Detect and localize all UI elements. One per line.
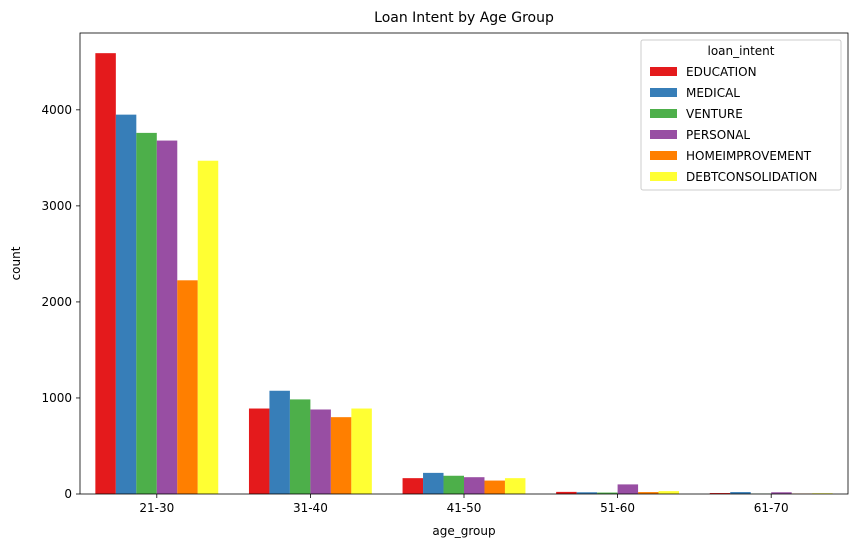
- legend-label-debtconsolidation: DEBTCONSOLIDATION: [686, 170, 817, 184]
- bar-education-41-50: [402, 478, 424, 494]
- legend-swatch-homeimprovement: [650, 151, 677, 160]
- bar-personal-31-40: [310, 409, 331, 494]
- bar-personal-41-50: [464, 477, 485, 494]
- bar-homeimprovement-41-50: [484, 480, 505, 494]
- bar-homeimprovement-51-60: [638, 492, 659, 494]
- bar-education-21-30: [95, 53, 116, 494]
- bar-personal-51-60: [617, 484, 639, 494]
- x-tick-label: 41-50: [447, 501, 482, 515]
- legend-label-education: EDUCATION: [686, 65, 757, 79]
- bar-venture-31-40: [289, 399, 311, 494]
- legend-box: [640, 39, 842, 191]
- bar-homeimprovement-31-40: [330, 417, 352, 494]
- x-tick-label: 21-30: [139, 501, 174, 515]
- bars-layer: [95, 53, 833, 495]
- legend-swatch-personal: [650, 130, 677, 139]
- bar-debtconsolidation-31-40: [351, 408, 372, 494]
- y-tick-label: 2000: [41, 295, 72, 309]
- bar-debtconsolidation-51-60: [658, 491, 680, 494]
- legend-swatch-debtconsolidation: [650, 172, 677, 181]
- bar-venture-51-60: [597, 492, 618, 494]
- legend-label-medical: MEDICAL: [686, 86, 740, 100]
- bar-personal-21-30: [156, 140, 178, 495]
- bar-homeimprovement-21-30: [177, 280, 198, 494]
- bar-venture-41-50: [443, 475, 464, 494]
- bar-medical-51-60: [576, 492, 598, 494]
- bar-medical-31-40: [269, 390, 290, 494]
- x-tick-label: 31-40: [293, 501, 328, 515]
- y-tick-label: 1000: [41, 391, 72, 405]
- bar-medical-61-70: [730, 492, 751, 494]
- legend-swatch-venture: [650, 109, 677, 118]
- legend-title: loan_intent: [708, 44, 775, 58]
- legend-swatch-medical: [650, 88, 677, 97]
- bar-education-61-70: [709, 493, 731, 494]
- y-ticks: 0 1000 2000 3000 4000: [41, 103, 80, 501]
- y-tick-label: 0: [64, 487, 72, 501]
- legend-swatch-education: [650, 67, 677, 76]
- y-tick-label: 3000: [41, 199, 72, 213]
- legend: loan_intent EDUCATION MEDICAL VENTURE PERSO…: [640, 39, 842, 191]
- bar-debtconsolidation-41-50: [504, 478, 526, 494]
- y-tick-label: 4000: [41, 103, 72, 117]
- bar-medical-41-50: [423, 472, 444, 494]
- legend-label-personal: PERSONAL: [686, 128, 750, 142]
- legend-items: EDUCATION MEDICAL VENTURE PERSONAL HOMEIMPRO…: [650, 65, 817, 184]
- bar-education-31-40: [248, 408, 270, 494]
- chart-title: Loan Intent by Age Group: [374, 10, 554, 26]
- x-tick-label: 61-70: [754, 501, 789, 515]
- legend-label-venture: VENTURE: [686, 107, 743, 121]
- x-axis-label: age_group: [432, 524, 495, 538]
- bar-education-51-60: [556, 491, 577, 494]
- legend-label-homeimprovement: HOMEIMPROVEMENT: [686, 149, 812, 163]
- bar-debtconsolidation-21-30: [197, 160, 219, 494]
- x-tick-label: 51-60: [600, 501, 635, 515]
- bar-medical-21-30: [115, 114, 137, 495]
- bar-personal-61-70: [771, 492, 792, 494]
- x-ticks: 21-30 31-40 41-50 51-60 61-70: [139, 494, 789, 515]
- y-axis-label: count: [9, 246, 23, 280]
- bar-venture-21-30: [136, 132, 157, 494]
